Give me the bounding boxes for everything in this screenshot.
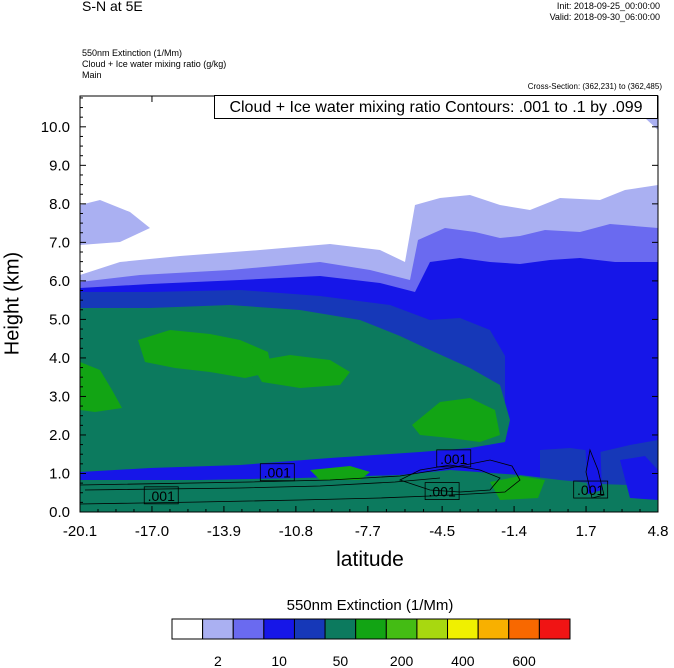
- y-tick-label: 5.0: [49, 311, 70, 328]
- colorbar-swatch: [203, 619, 234, 639]
- colorbar-swatch: [509, 619, 540, 639]
- contour-label: .001: [428, 484, 455, 500]
- colorbar-swatch: [539, 619, 570, 639]
- colorbar-label: 50: [333, 653, 349, 668]
- colorbar-label: 600: [512, 653, 536, 668]
- colorbar-swatch: [325, 619, 356, 639]
- colorbar-swatch: [448, 619, 479, 639]
- colorbar-swatch: [478, 619, 509, 639]
- colorbar-label: 400: [451, 653, 475, 668]
- y-tick-label: 10.0: [41, 119, 70, 136]
- y-axis-title: Height (km): [2, 249, 25, 359]
- y-tick-label: 1.0: [49, 465, 70, 482]
- y-tick-label: 2.0: [49, 427, 70, 444]
- field-blue-streak-1: [515, 425, 532, 476]
- contour-label: .001: [264, 465, 291, 481]
- y-tick-label: 8.0: [49, 196, 70, 213]
- colorbar-swatch: [386, 619, 417, 639]
- x-tick-label: -1.4: [501, 523, 527, 540]
- colorbar-swatch: [294, 619, 325, 639]
- x-tick-label: -7.7: [355, 523, 381, 540]
- x-tick-label: 4.8: [648, 523, 669, 540]
- colorbar-swatch: [264, 619, 295, 639]
- y-tick-label: 3.0: [49, 388, 70, 405]
- colorbar-label: 10: [271, 653, 287, 668]
- contour-label: .001: [440, 451, 467, 467]
- colorbar-label: 200: [390, 653, 414, 668]
- colorbar-swatch: [172, 619, 203, 639]
- colorbar-title: 550nm Extinction (1/Mm): [0, 597, 674, 614]
- colorbar-label: 2: [214, 653, 222, 668]
- x-axis-title: latitude: [0, 548, 674, 572]
- y-tick-label: 6.0: [49, 273, 70, 290]
- x-tick-label: -13.9: [207, 523, 241, 540]
- y-tick-label: 9.0: [49, 157, 70, 174]
- contour-label: .001: [577, 482, 604, 498]
- extinction-field: [80, 96, 658, 512]
- x-tick-label: -17.0: [135, 523, 169, 540]
- contour-title: Cloud + Ice water mixing ratio Contours:…: [214, 95, 658, 119]
- contour-label: .001: [148, 488, 175, 504]
- x-tick-label: -10.8: [279, 523, 313, 540]
- colorbar-swatch: [417, 619, 448, 639]
- x-tick-label: -20.1: [63, 523, 97, 540]
- x-tick-label: -4.5: [429, 523, 455, 540]
- x-tick-label: 1.7: [576, 523, 597, 540]
- y-tick-label: 7.0: [49, 234, 70, 251]
- colorbar-swatch: [233, 619, 264, 639]
- colorbar: 2 10 50 200 400 600: [172, 619, 570, 668]
- colorbar-swatch: [356, 619, 387, 639]
- y-tick-label: 0.0: [49, 504, 70, 521]
- y-tick-label: 4.0: [49, 350, 70, 367]
